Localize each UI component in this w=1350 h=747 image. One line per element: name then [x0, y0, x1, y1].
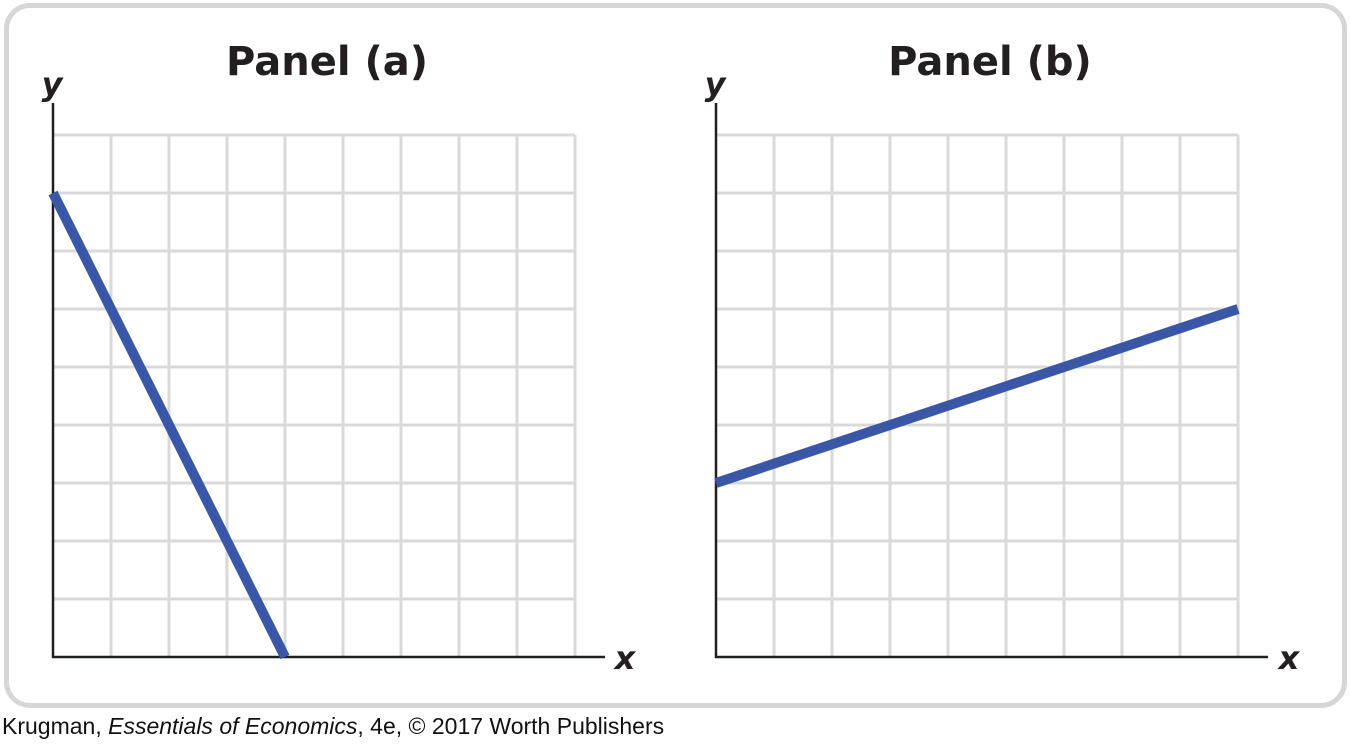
- series-line: [48, 190, 290, 660]
- panel-a-y-label: y: [42, 65, 64, 103]
- series-line: [714, 304, 1240, 488]
- panel-a: Panel (a) y x: [42, 39, 637, 677]
- credit-edition: , 4e, © 2017 Worth Publishers: [357, 713, 665, 739]
- panel-a-x-label: x: [613, 639, 637, 677]
- panel-b: Panel (b) y x: [705, 39, 1301, 677]
- panel-b-x-label: x: [1277, 639, 1301, 677]
- credit-book-title: Essentials of Economics: [108, 713, 358, 739]
- panel-b-y-label: y: [705, 65, 727, 103]
- panel-b-title: Panel (b): [888, 39, 1092, 85]
- figure-credit: Krugman, Essentials of Economics, 4e, © …: [2, 713, 664, 740]
- credit-author: Krugman,: [2, 713, 109, 739]
- panel-a-title: Panel (a): [226, 39, 428, 85]
